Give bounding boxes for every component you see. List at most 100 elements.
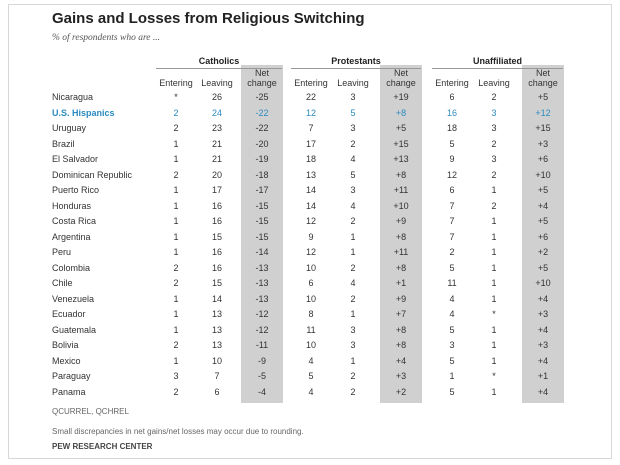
catholics-leaving-cell: 26 (211, 92, 222, 102)
protestants-net-change-cell: +1 (395, 278, 407, 288)
unaffiliated-net-change-cell: +5 (537, 185, 549, 195)
unaffiliated-leaving-cell: 1 (491, 262, 497, 273)
unaffiliated-entering-cell: 16 (446, 107, 457, 118)
catholics-group-label: Catholics (198, 56, 240, 66)
catholics-leaving-header: Leaving (201, 78, 233, 88)
table-row: Mexico 1 10 -9 4 1 +4 5 1 +4 (52, 354, 582, 370)
unaffiliated-net-change-cell: +10 (535, 169, 551, 180)
unaffiliated-leaving-cell: 3 (491, 107, 497, 118)
table-row: Nicaragua * 26 -25 22 3 +19 6 2 +5 (52, 90, 582, 106)
protestants-entering-cell: 14 (305, 185, 316, 195)
unaffiliated-group-header: Unaffiliated (432, 56, 563, 69)
unaffiliated-net-change-cell: +5 (537, 216, 549, 226)
protestants-leaving-cell: 2 (350, 293, 356, 304)
protestants-entering-cell: 11 (306, 324, 316, 335)
unaffiliated-net-change-cell: +12 (535, 107, 551, 118)
unaffiliated-entering-cell: 5 (449, 262, 455, 273)
catholics-leaving-cell: 23 (211, 123, 222, 133)
table-row: Bolivia 2 13 -11 10 3 +8 3 1 +3 (52, 338, 582, 354)
unaffiliated-entering-cell: 11 (447, 278, 457, 288)
unaffiliated-leaving-cell: * (492, 371, 496, 381)
country-label: Peru (52, 247, 72, 257)
unaffiliated-entering-cell: 7 (449, 200, 455, 211)
table-row: Uruguay 2 23 -22 7 3 +5 18 3 +15 (52, 121, 582, 137)
table-row: Venezuela 1 14 -13 10 2 +9 4 1 +4 (52, 292, 582, 308)
table-row: Peru 1 16 -14 12 1 +11 2 1 +2 (52, 245, 582, 261)
catholics-leaving-cell: 13 (211, 309, 222, 319)
protestants-net-change-cell: +8 (395, 107, 407, 118)
catholics-entering-cell: 2 (173, 107, 179, 118)
unaffiliated-net-change-cell: +4 (537, 355, 549, 366)
catholics-net-change-cell: -17 (255, 185, 269, 195)
catholics-entering-cell: 2 (173, 278, 179, 288)
catholics-net-change-cell: -13 (255, 278, 269, 288)
unaffiliated-net-change-cell: +4 (537, 386, 549, 397)
catholics-entering-cell: 1 (173, 138, 179, 149)
catholics-leaving-cell: 17 (211, 185, 222, 195)
unaffiliated-entering-cell: 5 (449, 355, 455, 366)
catholics-entering-cell: 1 (173, 309, 179, 319)
unaffiliated-entering-cell: 6 (449, 185, 455, 195)
protestants-leaving-cell: 1 (350, 231, 356, 242)
country-label: Chile (52, 278, 73, 288)
catholics-group-rule (156, 68, 282, 69)
protestants-net-change-cell: +8 (395, 340, 407, 350)
table-row: El Salvador 1 21 -19 18 4 +13 9 3 +6 (52, 152, 582, 168)
unaffiliated-net-change-shade (522, 65, 564, 403)
country-label: Brazil (52, 138, 75, 149)
protestants-entering-cell: 12 (305, 107, 316, 118)
catholics-leaving-cell: 20 (211, 169, 222, 180)
catholics-entering-cell: 1 (173, 231, 179, 242)
protestants-leaving-cell: 2 (350, 386, 356, 397)
country-label: Honduras (52, 200, 92, 211)
catholics-net-change-cell: -22 (255, 123, 269, 133)
protestants-leaving-cell: 3 (350, 340, 356, 350)
protestants-leaving-header: Leaving (337, 78, 369, 88)
unaffiliated-net-change-cell: +2 (537, 247, 549, 257)
unaffiliated-leaving-cell: 1 (491, 185, 497, 195)
country-label: Bolivia (52, 340, 79, 350)
unaffiliated-net-change-cell: +6 (537, 231, 549, 242)
country-label: Ecuador (52, 309, 86, 319)
catholics-leaving-cell: 24 (211, 107, 222, 118)
unaffiliated-entering-cell: 5 (449, 324, 455, 335)
protestants-leaving-cell: 3 (350, 324, 356, 335)
catholics-entering-cell: * (174, 92, 178, 102)
catholics-leaving-cell: 6 (214, 386, 220, 397)
country-label: Venezuela (52, 293, 95, 304)
protestants-net-change-cell: +8 (395, 324, 407, 335)
protestants-entering-cell: 22 (305, 92, 316, 102)
catholics-entering-cell: 2 (173, 386, 179, 397)
catholics-entering-cell: 1 (173, 185, 179, 195)
unaffiliated-net-change-cell: +5 (537, 262, 549, 273)
protestants-entering-cell: 6 (308, 278, 314, 288)
unaffiliated-net-change-cell: +15 (535, 123, 551, 133)
protestants-net-change-header: Net change (386, 68, 416, 88)
protestants-leaving-cell: 5 (350, 169, 356, 180)
protestants-leaving-cell: 1 (350, 247, 356, 257)
protestants-entering-cell: 13 (305, 169, 316, 180)
protestants-entering-cell: 10 (305, 262, 316, 273)
catholics-net-change-cell: -20 (255, 138, 269, 149)
country-label: Nicaragua (52, 92, 94, 102)
unaffiliated-entering-cell: 3 (449, 340, 455, 350)
protestants-leaving-cell: 5 (350, 107, 356, 118)
table-row: Paraguay 3 7 -5 5 2 +3 1 * +1 (52, 369, 582, 385)
protestants-entering-cell: 7 (308, 123, 314, 133)
protestants-leaving-cell: 1 (350, 309, 356, 319)
catholics-net-change-cell: -15 (255, 200, 269, 211)
catholics-entering-cell: 1 (173, 293, 179, 304)
country-label: Dominican Republic (52, 169, 133, 180)
chart-subtitle: % of respondents who are ... (52, 33, 161, 43)
protestants-entering-cell: 14 (305, 200, 316, 211)
catholics-entering-cell: 1 (173, 355, 179, 366)
protestants-leaving-cell: 2 (350, 138, 356, 149)
unaffiliated-net-change-cell: +4 (537, 293, 549, 304)
catholics-entering-cell: 3 (173, 371, 179, 381)
unaffiliated-leaving-cell: 3 (491, 154, 497, 164)
protestants-entering-cell: 4 (308, 355, 314, 366)
country-label: Argentina (52, 231, 91, 242)
catholics-net-change-cell: -5 (257, 371, 266, 381)
catholics-leaving-cell: 21 (211, 138, 222, 149)
protestants-net-change-cell: +3 (395, 371, 407, 381)
